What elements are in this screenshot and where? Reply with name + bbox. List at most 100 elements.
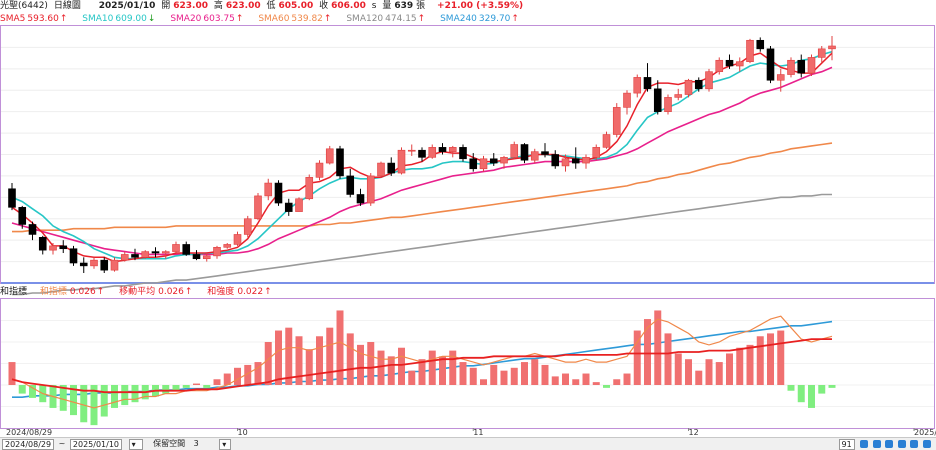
candle [161,250,170,259]
candle [38,235,47,255]
indicator-bar [613,379,621,385]
indicator-bar [121,385,129,406]
candle [489,153,498,166]
candle [571,147,580,169]
sma120-arrow: ↑ [417,14,426,24]
candle-body [520,144,529,161]
candle [746,38,754,64]
price-header: 光聖(6442) 日線圖 2025/01/10 開 623.00 高 623.00 … [0,0,936,13]
indicator-item-2-name: 移動平均 [119,287,156,297]
change-value: +21.00 (+3.59%) [437,1,524,11]
candle-body [161,251,170,254]
candle [305,174,314,201]
candle-body [489,158,498,164]
low-value: 605.00 [278,1,314,11]
indicator-bar [469,367,477,385]
candle [582,154,590,169]
settings-icon[interactable] [923,440,931,448]
zoom-field[interactable]: 91 [838,439,855,450]
keep-space-dropdown[interactable]: ▾ [219,439,232,450]
candle [315,160,324,181]
sma240-name: SMA240 [440,14,477,24]
candle [807,54,816,76]
indicator-bar [254,362,262,385]
indicator-bar [70,385,77,416]
candle [213,245,221,259]
candle [530,148,539,164]
indicator-bar [8,362,16,385]
indicator-bar [644,319,651,385]
candle-body [284,202,293,212]
indicator-bar [100,385,108,417]
candle-body [38,237,47,251]
candle [356,188,365,206]
candle-body [28,224,37,235]
sma120-line [12,193,832,296]
candle [110,257,119,272]
candle [643,63,652,92]
zoom-in-icon[interactable] [860,440,869,448]
scroll-right-icon[interactable] [897,440,906,448]
candle-body [746,39,754,62]
candle-body [664,97,672,112]
bottom-toolbar: 2024/08/29 ~ 2025/01/10 ▾ 保留空間 3 ▾ 91 [0,437,936,450]
indicator-bar [777,330,785,385]
indicator-bar [582,373,590,385]
candle [284,198,293,216]
indicator-bar [797,385,805,403]
sma10-value: 609.00 [115,14,147,24]
candle-body [571,158,580,164]
indicator-bar [449,350,457,385]
indicator-bar [480,379,487,385]
candle-body [602,134,611,148]
indicator-item-2-arrow: ↑ [184,287,193,297]
keep-space-value[interactable]: 3 [193,439,199,448]
candle [182,241,191,256]
candle [90,257,98,269]
candle-body [202,255,211,260]
indicator-bar [541,364,549,385]
indicator-bar [603,385,610,388]
candle-body [59,245,68,250]
candle-body [397,149,406,174]
from-date-field[interactable]: 2024/08/29 [2,439,55,450]
low-label: 低 [266,1,276,11]
sma240-arrow: ↑ [511,14,519,24]
candle-body [684,79,693,95]
candle [387,157,396,176]
calendar-button[interactable]: ▾ [128,439,143,450]
candle [141,250,150,259]
indicator-bar [695,370,703,385]
candle-body [643,77,652,90]
indicator-item-2: 移動平均 0.026↑ [119,287,198,297]
candle-body [756,39,765,50]
indicator-item-1: 和指標 0.026↑ [40,287,110,297]
candle [18,205,27,229]
zoom-out-icon[interactable] [872,440,881,448]
sma5-arrow: ↑ [59,14,68,24]
scroll-left-icon[interactable] [885,440,894,448]
candle-body [141,251,150,258]
candle [684,78,693,98]
indicator-bar [357,344,364,385]
candle [202,253,211,262]
candle-body [469,158,478,170]
candle-body [151,251,160,254]
indicator-bar [531,359,539,385]
candle-body [264,182,273,197]
scroll-end-icon[interactable] [910,440,919,448]
candle [151,247,160,258]
candle-body [233,234,242,245]
stock-name: 光聖(6442) [0,1,48,11]
sma120-legend: SMA120 474.15↑ [346,14,431,24]
candle-body [418,149,426,158]
x-axis-label: 2024/08/29 [6,428,52,437]
sma5-value: 593.60 [27,14,59,24]
candle-body [69,248,78,264]
indicator-item-1-value: 0.026 [69,287,96,297]
open-label: 開 [161,1,171,11]
to-date-field[interactable]: 2025/01/10 [69,439,123,450]
indicator-item-3-arrow: ↑ [264,287,272,297]
indicator-bar [510,367,518,385]
